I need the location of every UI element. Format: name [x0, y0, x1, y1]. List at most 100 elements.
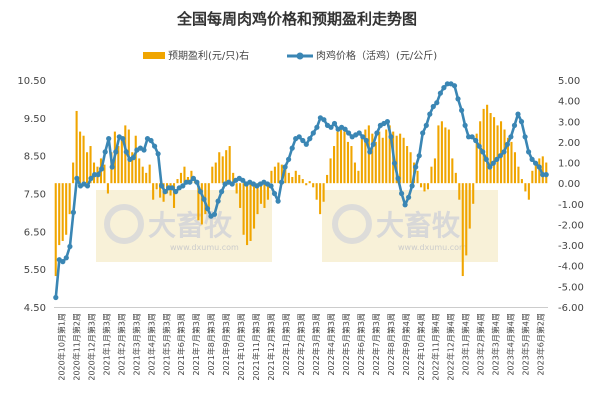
price-point	[451, 83, 458, 89]
profit-bar	[86, 152, 89, 184]
watermark-left-sub: www.dxumu.com	[170, 243, 239, 252]
profit-bar	[381, 137, 384, 184]
profit-bar	[426, 183, 430, 190]
profit-bar	[385, 129, 388, 184]
chart-title: 全国每周肉鸡价格和预期盈利走势图	[176, 10, 417, 28]
profit-bar	[291, 176, 294, 184]
profit-bar	[406, 146, 409, 184]
left-tick-label: 7.50	[24, 190, 46, 201]
profit-bar	[259, 183, 263, 204]
price-point	[229, 181, 235, 187]
profit-bar	[468, 183, 471, 229]
price-point	[363, 137, 369, 144]
x-tick-label: 2022年3月第3周	[311, 313, 321, 376]
profit-bar	[339, 125, 343, 184]
profit-bar	[538, 158, 541, 184]
left-axis: 4.50 5.50 6.50 7.50 8.50 9.50 10.50	[17, 76, 46, 314]
price-point	[370, 141, 376, 147]
price-point	[490, 160, 496, 166]
profit-bar	[214, 162, 217, 184]
profit-bar	[134, 135, 137, 184]
x-tick-label: 2023年3月第4周	[491, 313, 501, 376]
x-tick-label: 2021年5月第3周	[161, 313, 171, 376]
price-point	[159, 183, 165, 189]
price-point	[504, 141, 510, 147]
profit-bar	[277, 162, 280, 184]
price-point	[155, 151, 161, 157]
profit-bar	[89, 146, 92, 184]
price-point	[427, 111, 433, 117]
x-tick-label: 2022年2月第3周	[296, 313, 306, 376]
x-tick-label: 2022年7月第3周	[371, 313, 381, 376]
price-point	[303, 141, 309, 147]
profit-bar	[120, 137, 123, 184]
legend-bar-swatch	[143, 52, 165, 59]
price-point	[63, 255, 69, 261]
price-point	[494, 156, 500, 162]
profit-bar	[186, 176, 189, 184]
price-point	[53, 294, 59, 301]
profit-bar	[531, 170, 534, 184]
price-point	[60, 259, 66, 265]
right-tick-label: 4.00	[558, 97, 580, 108]
profit-bar	[159, 183, 162, 198]
profit-bar	[179, 172, 183, 184]
profit-bar	[308, 181, 311, 184]
price-point	[511, 122, 518, 128]
right-tick-label: 3.00	[558, 117, 580, 128]
x-tick-label: 2023年4月第4周	[506, 313, 516, 376]
price-point	[109, 164, 115, 170]
x-tick-label: 2020年11月第2周	[71, 313, 81, 381]
profit-bar	[54, 183, 57, 277]
price-point	[279, 179, 285, 185]
right-tick-label: 1.00	[558, 159, 580, 170]
price-point	[169, 185, 175, 191]
price-point	[459, 107, 465, 113]
profit-bar	[225, 150, 228, 184]
x-tick-label: 2020年12月第3周	[86, 313, 96, 381]
profit-bar	[513, 152, 516, 184]
price-point	[180, 183, 186, 189]
x-tick-label: 2023年2月第4周	[476, 313, 486, 376]
price-point	[204, 206, 211, 212]
right-tick-label: -1.00	[558, 200, 584, 211]
legend-line-marker	[296, 52, 304, 60]
profit-bar	[489, 113, 492, 184]
profit-bar	[211, 166, 214, 184]
price-point	[331, 120, 338, 127]
left-tick-label: 4.50	[24, 303, 46, 314]
profit-bar	[333, 146, 336, 184]
x-tick-label: 2022年5月第3周	[341, 313, 351, 376]
right-axis: -6.00 -5.00 -4.00 -3.00 -2.00 -1.00 0.00 1.00 2.…	[558, 76, 584, 314]
price-point	[455, 96, 461, 102]
profit-bar	[350, 146, 353, 184]
profit-bar	[315, 183, 318, 200]
right-tick-label: 2.00	[558, 138, 580, 149]
x-tick-label: 2022年1月第3周	[281, 313, 291, 376]
right-tick-label: 0.00	[558, 179, 580, 190]
price-point	[328, 124, 334, 130]
x-tick-label: 2021年6月第3周	[176, 313, 186, 376]
price-point	[197, 189, 203, 195]
right-tick-label: -3.00	[558, 241, 584, 252]
price-point	[123, 149, 129, 155]
right-tick-label: -2.00	[558, 220, 584, 231]
price-point	[67, 243, 73, 250]
profit-bar	[106, 183, 109, 194]
profit-bar	[343, 131, 346, 184]
legend-bar-label: 预期盈利(元/只)右	[168, 49, 249, 62]
price-point	[215, 198, 221, 204]
x-tick-label: 2021年12月第3周	[266, 313, 276, 381]
profit-bar	[451, 158, 454, 184]
price-point	[430, 103, 436, 110]
price-point	[141, 147, 147, 153]
price-point	[374, 130, 380, 136]
price-point	[508, 134, 514, 140]
profit-bar	[141, 166, 144, 184]
profit-bar	[246, 183, 249, 246]
x-tick-label: 2023年1月第4周	[461, 313, 471, 376]
price-point	[346, 130, 352, 136]
profit-bar	[117, 146, 120, 184]
